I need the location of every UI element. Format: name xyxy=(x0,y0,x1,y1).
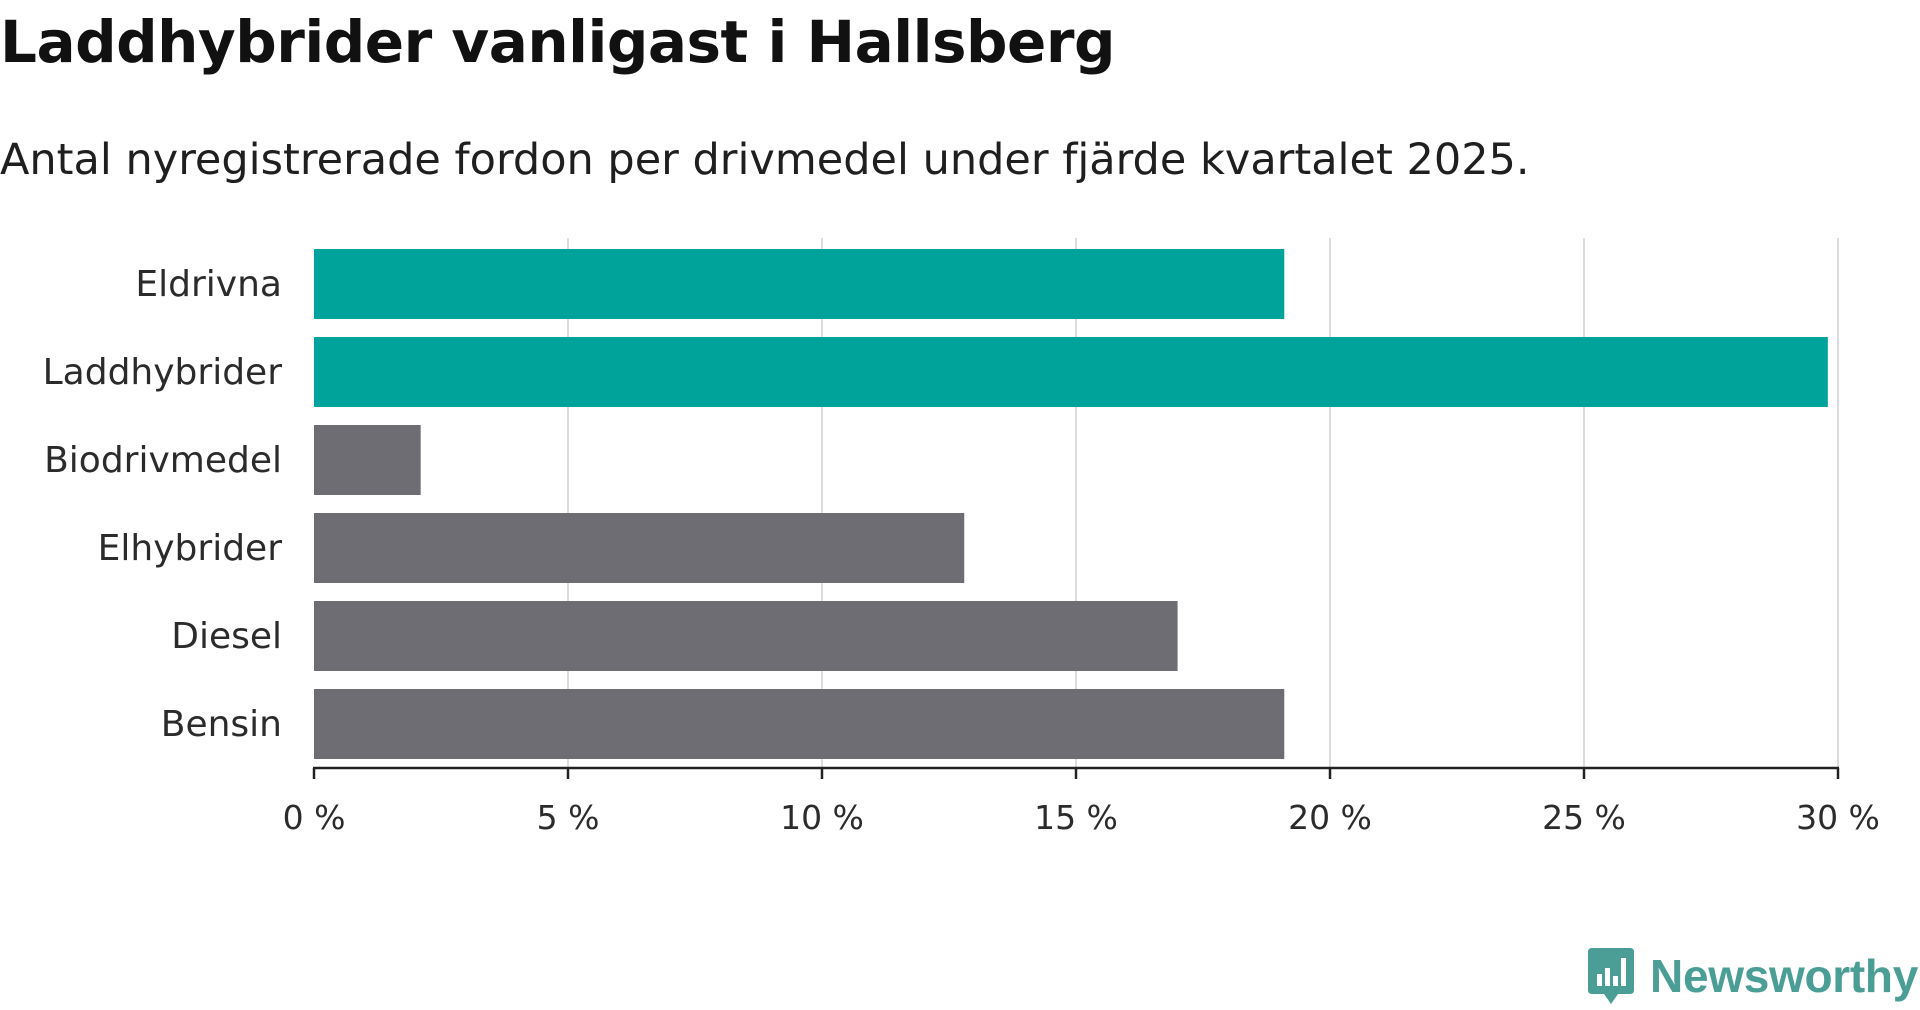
x-tick-label-30: 30 % xyxy=(1796,798,1880,837)
bar-eldrivna xyxy=(314,249,1285,319)
chart-subtitle: Antal nyregistrerade fordon per drivmede… xyxy=(0,135,1530,185)
x-tick-label-20: 20 % xyxy=(1288,798,1372,837)
category-labels: Eldrivna Laddhybrider Biodrivmedel Elhybrid… xyxy=(43,264,283,745)
category-label-bensin: Bensin xyxy=(161,704,282,745)
bars xyxy=(314,249,1828,759)
category-label-eldrivna: Eldrivna xyxy=(135,264,282,305)
x-tick-label-5: 5 % xyxy=(537,798,600,837)
category-label-diesel: Diesel xyxy=(171,616,282,657)
x-tick-label-25: 25 % xyxy=(1542,798,1626,837)
bar-biodrivmedel xyxy=(314,425,421,495)
bar-bensin xyxy=(314,689,1285,759)
x-axis: 0 % 5 % 10 % 15 % 20 % 25 % 30 % xyxy=(283,766,1880,837)
x-tick-label-10: 10 % xyxy=(780,798,864,837)
newsworthy-logo-icon xyxy=(1588,948,1635,1004)
x-tick-label-0: 0 % xyxy=(283,798,346,837)
category-label-biodrivmedel: Biodrivmedel xyxy=(44,440,282,481)
category-label-laddhybrider: Laddhybrider xyxy=(43,352,283,393)
x-tick-label-15: 15 % xyxy=(1034,798,1118,837)
chart-title: Laddhybrider vanligast i Hallsberg xyxy=(0,8,1116,76)
bar-elhybrider xyxy=(314,513,965,583)
category-label-elhybrider: Elhybrider xyxy=(98,528,283,569)
brand-name: Newsworthy xyxy=(1650,950,1918,1002)
gridlines xyxy=(567,238,1839,768)
bar-diesel xyxy=(314,601,1178,671)
newsworthy-brand: Newsworthy xyxy=(1586,946,1918,1006)
bar-laddhybrider xyxy=(314,337,1828,407)
